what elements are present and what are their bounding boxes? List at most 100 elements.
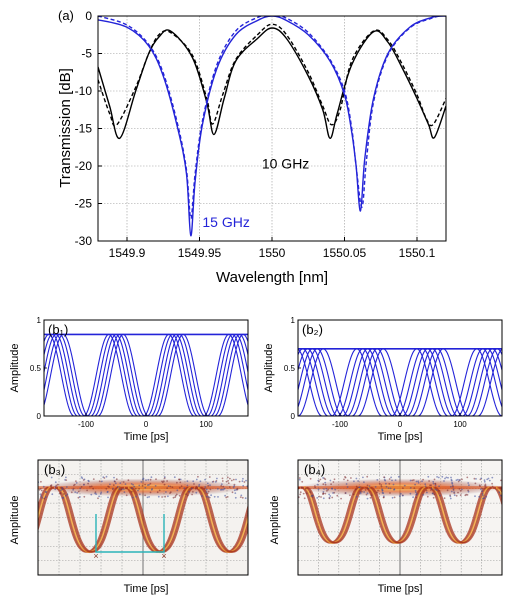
b3-noise-dot xyxy=(76,492,79,494)
b4-noise-dot xyxy=(464,494,467,497)
panel-b2-xlabel: Time [ps] xyxy=(378,431,423,443)
b4-noise-dot xyxy=(331,496,334,499)
b4-noise-dot xyxy=(498,491,501,494)
b3-noise-dot xyxy=(221,477,224,480)
b3-noise-dot xyxy=(216,477,218,480)
b3-noise-dot xyxy=(50,476,53,479)
b2-trace xyxy=(351,348,403,416)
b3-noise-dot xyxy=(190,487,193,490)
b2-trace xyxy=(331,348,383,416)
b4-noise-dot xyxy=(377,489,379,492)
b4-noise-dot xyxy=(427,475,430,478)
b3-noise-dot xyxy=(123,488,125,491)
b4-noise-dot xyxy=(326,490,328,492)
b4-noise-dot xyxy=(324,483,327,486)
b3-noise-dot xyxy=(203,487,206,490)
panel-b1-y-ticks: 00.51 xyxy=(30,316,47,421)
b3-heat-trace xyxy=(38,486,50,516)
b3-noise-dot xyxy=(125,487,127,490)
b3-noise-dot xyxy=(62,493,65,495)
b3-noise-dot xyxy=(149,482,152,485)
b4-noise-dot xyxy=(305,492,308,495)
b3-noise-dot xyxy=(198,485,200,488)
b2-y-tick-label: 1 xyxy=(291,316,296,325)
b4-noise-dot xyxy=(314,485,316,487)
b4-noise-dot xyxy=(391,479,393,482)
b3-noise-dot xyxy=(166,487,169,489)
b3-noise-dot xyxy=(178,494,181,497)
b4-noise-dot xyxy=(388,483,391,485)
b4-noise-dot xyxy=(376,479,379,481)
b3-noise-dot xyxy=(40,489,43,492)
b3-heat-trace xyxy=(60,486,125,553)
b4-noise-dot xyxy=(428,480,430,482)
b3-noise-dot xyxy=(213,495,216,498)
b3-noise-dot xyxy=(199,480,202,483)
b2-trace xyxy=(451,348,502,416)
b3-noise-dot xyxy=(206,482,209,485)
b4-noise-dot xyxy=(316,497,319,499)
b1-y-tick-label: 0 xyxy=(37,412,42,421)
b3-noise-dot xyxy=(65,494,67,497)
b4-noise-dot xyxy=(422,494,425,496)
b4-noise-dot xyxy=(450,485,452,488)
b4-noise-dot xyxy=(364,489,367,491)
b3-noise-dot xyxy=(102,476,105,478)
b3-noise-dot xyxy=(207,484,210,487)
b4-noise-dot xyxy=(431,492,434,495)
b3-noise-dot xyxy=(65,476,67,479)
panel-b2-label: (b₂) xyxy=(302,322,323,337)
b4-noise-dot xyxy=(457,491,459,494)
panel-a-y-ticks: 0 -5 -10 -15 -20 -25 -30 xyxy=(75,9,102,248)
b3-noise-dot xyxy=(233,489,236,492)
panel-b4-xlabel: Time [ps] xyxy=(378,583,423,595)
b3-noise-dot xyxy=(123,491,126,493)
panel-a-annotations: 10 GHz 15 GHz xyxy=(202,155,309,230)
b4-noise-dot xyxy=(443,497,446,500)
panel-a-y-tick-label: -15 xyxy=(75,122,93,136)
b3-heat-trace xyxy=(38,486,52,523)
b3-noise-dot xyxy=(43,497,46,500)
b4-noise-dot xyxy=(445,476,448,479)
b3-noise-dot xyxy=(111,488,114,491)
b3-noise-dot xyxy=(186,480,189,483)
b3-noise-dot xyxy=(119,482,122,484)
panel-b3-frame xyxy=(37,459,249,576)
b3-noise-dot xyxy=(148,484,150,486)
b3-noise-dot xyxy=(134,487,137,490)
b4-noise-dot xyxy=(300,486,303,489)
b3-noise-dot xyxy=(149,478,152,481)
b4-noise-dot xyxy=(444,477,446,480)
b3-noise-dot xyxy=(40,495,42,497)
b3-noise-dot xyxy=(178,486,181,489)
b2-x-tick-label: -100 xyxy=(332,420,349,429)
b4-noise-dot xyxy=(449,497,452,500)
b3-noise-dot xyxy=(86,489,88,492)
b4-noise-dot xyxy=(491,482,493,485)
b4-noise-dot xyxy=(317,488,320,491)
b4-noise-dot xyxy=(474,482,477,485)
b3-noise-dot xyxy=(208,476,211,478)
panel-a-x-ticks: 1549.9 1549.95 1550 1550.05 1550.1 xyxy=(109,237,436,260)
b3-noise-dot xyxy=(225,496,228,499)
b3-noise-dot xyxy=(92,487,95,490)
b1-x-tick-label: 0 xyxy=(144,420,149,429)
b3-noise-dot xyxy=(125,494,128,497)
b3-noise-dot xyxy=(150,488,153,491)
b2-trace xyxy=(391,348,443,416)
b1-trace xyxy=(143,333,195,416)
b4-noise-dot xyxy=(385,485,388,488)
b4-noise-dot xyxy=(453,492,456,494)
b3-noise-dot xyxy=(158,489,161,492)
b4-noise-dot xyxy=(299,493,302,496)
b4-noise-dot xyxy=(452,486,454,488)
b4-noise-dot xyxy=(484,483,487,486)
b4-noise-dot xyxy=(380,485,383,488)
b4-noise-dot xyxy=(355,485,358,488)
b3-noise-dot xyxy=(220,485,223,487)
b4-noise-dot xyxy=(382,492,385,495)
b4-noise-dot xyxy=(434,484,437,487)
b4-noise-dot xyxy=(480,488,482,491)
b4-noise-dot xyxy=(491,485,494,488)
b3-noise-dot xyxy=(235,488,238,491)
